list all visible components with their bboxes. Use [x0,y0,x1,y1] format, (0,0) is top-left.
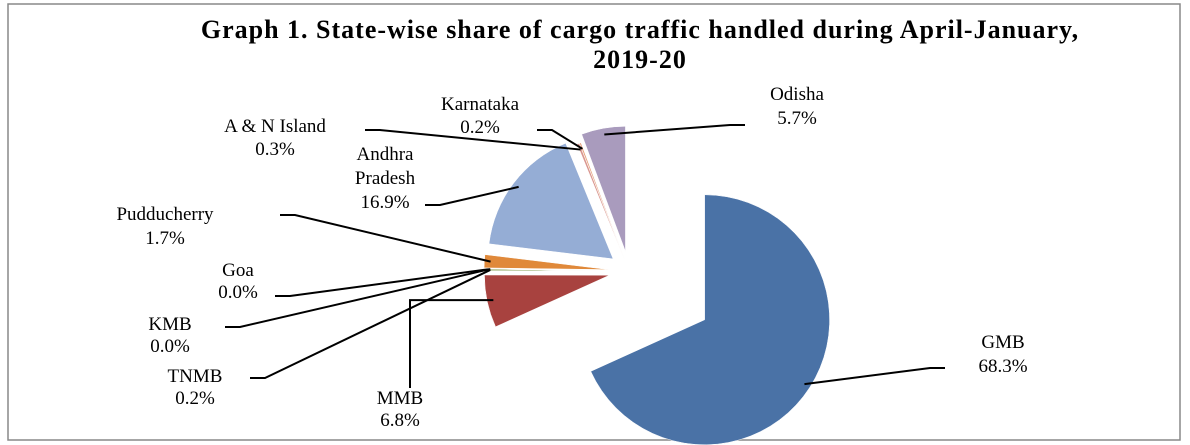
slice-label: Karnataka [441,94,520,115]
leader-line [425,185,519,206]
leader-line [280,214,491,263]
slice-value-label: 0.2% [175,388,215,409]
slice-label: GMB [981,332,1024,353]
leader-line [275,268,491,297]
slice-value-label: 1.7% [145,228,185,249]
leader-line [365,129,581,151]
pie-slice [581,126,626,252]
pie-slice [484,274,610,328]
slice-value-label: 0.0% [218,282,258,303]
pie-slice [579,142,625,260]
slice-label: KMB [148,314,191,335]
slice-value-label: 0.2% [460,117,500,138]
slice-value-label: 0.3% [255,139,295,160]
slice-value-label: 0.0% [150,336,190,357]
slice-value-label: 5.7% [777,108,817,129]
slice-label: Goa [222,260,254,281]
slice-label: TNMB [168,366,223,387]
leader-line [250,269,491,379]
leader-line [409,299,494,388]
pie-slice [483,254,610,270]
pie-slice [590,194,830,445]
leader-line [804,367,945,386]
slice-label: A & N Island [224,116,326,137]
leader-line [537,129,583,150]
slice-label: Pudducherry [116,204,214,225]
slice-value-label: 6.8% [380,410,420,431]
slice-label: Odisha [770,84,824,105]
slice-label: MMB [377,388,423,409]
slice-label: Andhra Pradesh [355,144,416,189]
chart-title: Graph 1. State-wise share of cargo traff… [201,15,1079,74]
leader-line [604,124,745,136]
slice-value-label: 16.9% [360,192,409,213]
leader-line [225,268,491,328]
slice-value-label: 68.3% [978,356,1027,377]
